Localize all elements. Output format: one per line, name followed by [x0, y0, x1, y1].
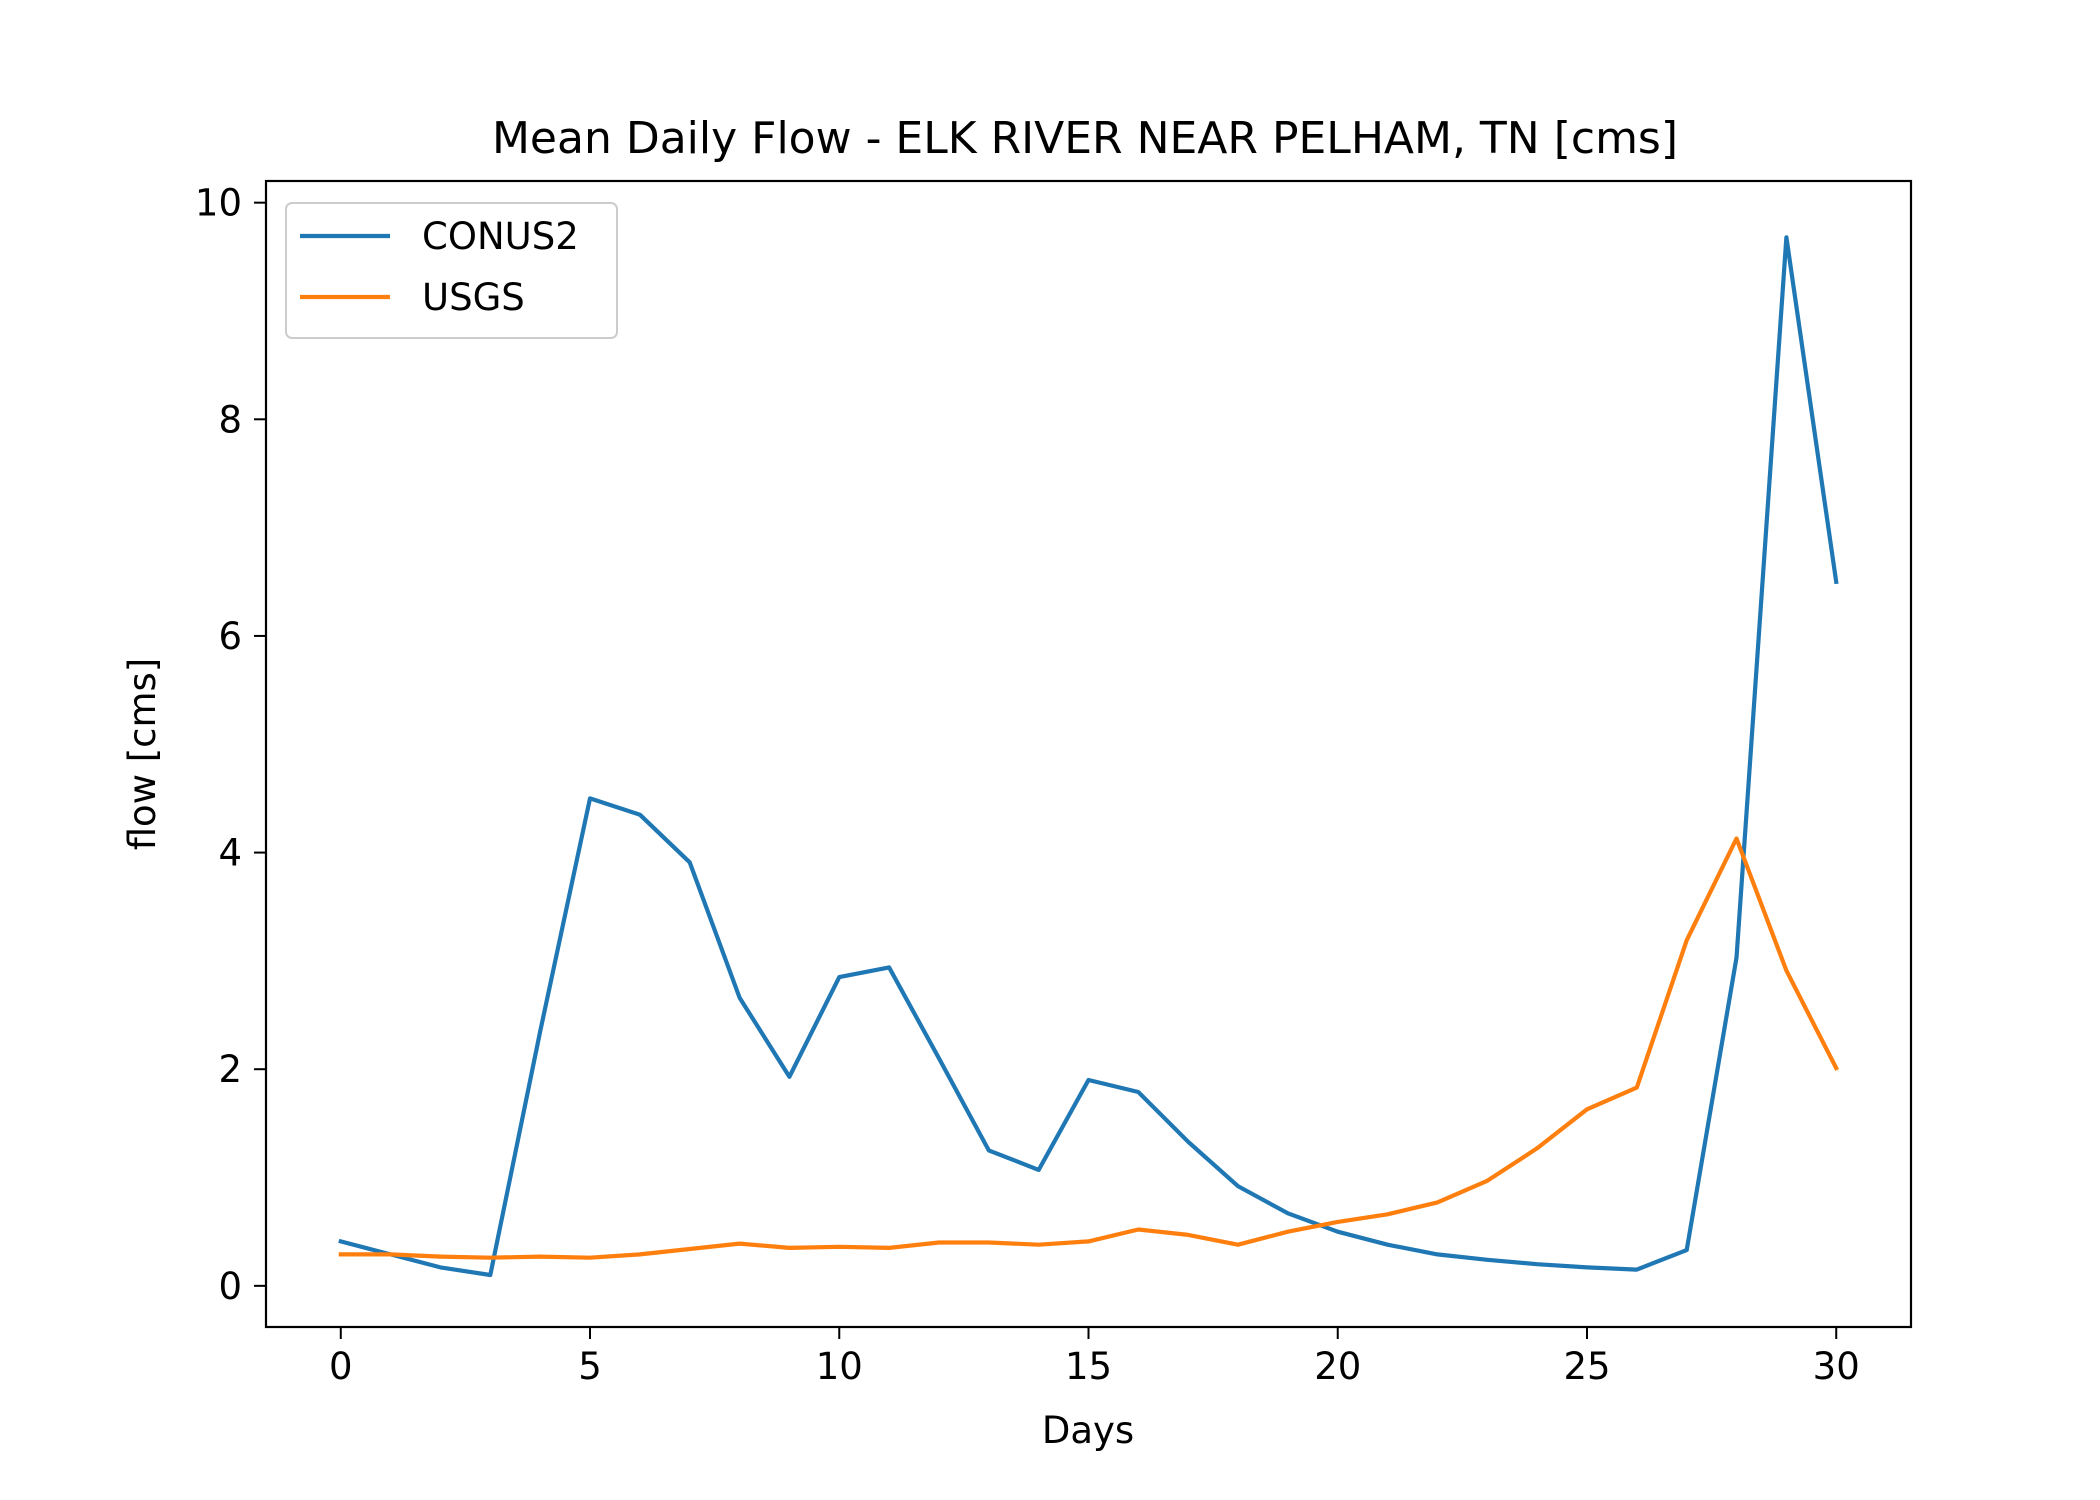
y-tick-label: 8 [218, 398, 242, 441]
legend: CONUS2 USGS [285, 202, 618, 339]
x-tick-label: 5 [578, 1345, 602, 1388]
y-tick-label: 0 [218, 1265, 242, 1308]
legend-label-conus2: CONUS2 [422, 215, 579, 258]
x-tick-label: 15 [1065, 1345, 1112, 1388]
x-tick-label: 20 [1314, 1345, 1361, 1388]
y-tick-label: 10 [195, 182, 242, 225]
x-axis-label: Days [1042, 1409, 1134, 1452]
x-tick-label: 25 [1563, 1345, 1610, 1388]
x-axis: 0 5 10 15 20 25 30 [329, 1327, 1860, 1388]
series-line-conus2 [338, 235, 1839, 1278]
y-axis: 0 2 4 6 8 10 [195, 182, 266, 1308]
y-axis-label: flow [cms] [121, 658, 164, 851]
y-tick-label: 4 [218, 832, 242, 875]
y-tick-label: 2 [218, 1048, 242, 1091]
x-tick-label: 0 [329, 1345, 353, 1388]
chart-title: Mean Daily Flow - ELK RIVER NEAR PELHAM,… [492, 113, 1678, 164]
x-tick-label: 30 [1813, 1345, 1860, 1388]
x-tick-label: 10 [816, 1345, 863, 1388]
legend-label-usgs: USGS [422, 276, 525, 319]
series-layer [338, 235, 1840, 1278]
y-tick-label: 6 [218, 615, 242, 658]
series-line-usgs [338, 836, 1840, 1260]
